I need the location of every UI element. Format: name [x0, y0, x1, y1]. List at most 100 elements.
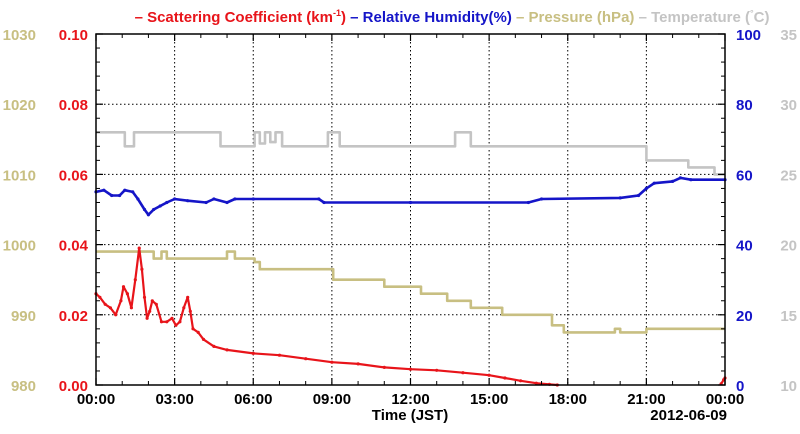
data-point-scattering [435, 368, 439, 372]
data-point-scattering [196, 330, 200, 334]
y-tick-label-humidity: 100 [736, 27, 761, 44]
data-point-scattering [114, 313, 118, 317]
data-point-humidity [102, 188, 106, 192]
data-point-humidity [110, 193, 114, 198]
data-point-humidity [618, 196, 622, 200]
data-point-scattering [108, 306, 112, 310]
series-line-pressure [96, 250, 725, 334]
data-point-scattering [119, 299, 123, 303]
data-point-scattering [129, 306, 133, 310]
data-point-scattering [503, 376, 507, 380]
series-lines [94, 131, 727, 387]
data-point-scattering [188, 309, 192, 313]
grid [96, 34, 725, 385]
x-axis-label: Time (JST) [372, 407, 448, 424]
data-point-humidity [526, 200, 531, 205]
data-point-scattering [98, 295, 102, 299]
x-tick-label: 09:00 [313, 391, 351, 408]
data-point-humidity [408, 200, 413, 205]
legend-entry-suffix: C) [754, 9, 770, 26]
data-point-scattering [145, 316, 149, 320]
data-point-humidity [671, 179, 675, 183]
data-point-scattering [140, 267, 144, 271]
data-point-scattering [165, 320, 169, 324]
y-tick-label-pressure: 1000 [3, 238, 36, 255]
axis-ticks [95, 33, 726, 386]
data-point-scattering [137, 246, 141, 250]
legend-entry-pressure: – Pressure (hPa) [512, 9, 635, 26]
y-tick-label-humidity: 20 [736, 308, 753, 325]
legend-superscript: -1 [333, 8, 341, 18]
data-point-scattering [487, 373, 491, 377]
y-tick-label-scattering: 0.02 [59, 308, 88, 325]
data-point-scattering [356, 362, 360, 366]
data-point-scattering [159, 320, 164, 324]
x-tick-label: 18:00 [549, 391, 587, 408]
legend-entry-suffix: ) [341, 9, 346, 26]
y-tick-label-scattering: 0.08 [59, 97, 88, 114]
y-tick-label-humidity: 80 [736, 97, 753, 114]
y-tick-label-humidity: 0 [736, 378, 744, 395]
data-point-humidity [225, 200, 229, 205]
x-tick-label: 15:00 [470, 391, 508, 408]
data-point-scattering [304, 357, 308, 361]
data-point-humidity [152, 207, 156, 212]
data-point-scattering [251, 351, 255, 355]
legend-entry-humidity: – Relative Humidity(%) [346, 9, 512, 26]
y-tick-label-scattering: 0.10 [59, 27, 88, 44]
data-point-humidity [233, 197, 237, 201]
x-tick-label: 00:00 [77, 391, 115, 408]
data-point-humidity [158, 204, 162, 208]
data-point-humidity [317, 197, 321, 201]
x-tick-label: 00:00 [706, 391, 744, 408]
data-point-humidity [186, 199, 190, 203]
series-line-temperature [96, 131, 725, 176]
x-tick-label: 21:00 [627, 391, 665, 408]
y-tick-label-scattering: 0.00 [59, 378, 88, 395]
y-tick-label-temperature: 20 [780, 238, 797, 255]
y-tick-label-pressure: 1010 [3, 167, 36, 184]
y-tick-label-scattering: 0.04 [59, 238, 89, 255]
data-point-scattering [225, 348, 229, 352]
data-point-humidity [118, 193, 122, 198]
x-tick-label: 06:00 [234, 391, 272, 408]
data-point-scattering [201, 337, 206, 341]
data-point-humidity [322, 200, 326, 205]
y-tick-label-scattering: 0.06 [59, 167, 88, 184]
data-point-scattering [461, 371, 465, 375]
data-point-humidity [136, 197, 140, 201]
data-point-humidity [131, 190, 135, 194]
data-point-scattering [133, 278, 137, 282]
y-tick-label-humidity: 60 [736, 167, 753, 184]
x-tick-label: 12:00 [391, 391, 429, 408]
data-point-scattering [178, 320, 182, 324]
tick-labels: 00:00 03:00 06:00 09:00 12:00 15:00 18:00 21:00… [3, 27, 797, 408]
data-point-scattering [148, 309, 152, 313]
data-point-humidity [678, 176, 683, 180]
y-tick-label-humidity: 40 [736, 238, 753, 255]
y-tick-label-temperature: 10 [780, 378, 797, 395]
data-point-scattering [212, 344, 216, 348]
data-point-scattering [174, 323, 178, 327]
legend: – Scattering Coefficient (km-1) – Relati… [135, 8, 770, 26]
data-point-scattering [150, 299, 154, 303]
data-point-scattering [142, 295, 147, 299]
data-point-humidity [165, 200, 169, 205]
data-point-scattering [277, 353, 282, 357]
data-point-scattering [121, 285, 126, 289]
y-tick-label-pressure: 980 [11, 378, 36, 395]
data-point-humidity [123, 188, 127, 192]
data-point-humidity [142, 207, 147, 212]
data-point-humidity [204, 200, 208, 205]
data-point-scattering [170, 316, 174, 320]
y-tick-label-temperature: 15 [780, 308, 797, 325]
data-point-scattering [125, 292, 129, 296]
data-point-scattering [182, 306, 186, 310]
data-point-humidity [251, 197, 255, 201]
data-point-humidity [689, 178, 693, 182]
data-point-humidity [636, 193, 641, 198]
data-point-scattering [186, 295, 190, 299]
date-label: 2012-06-09 [650, 407, 727, 424]
data-point-scattering [154, 302, 158, 306]
data-point-humidity [644, 186, 649, 190]
